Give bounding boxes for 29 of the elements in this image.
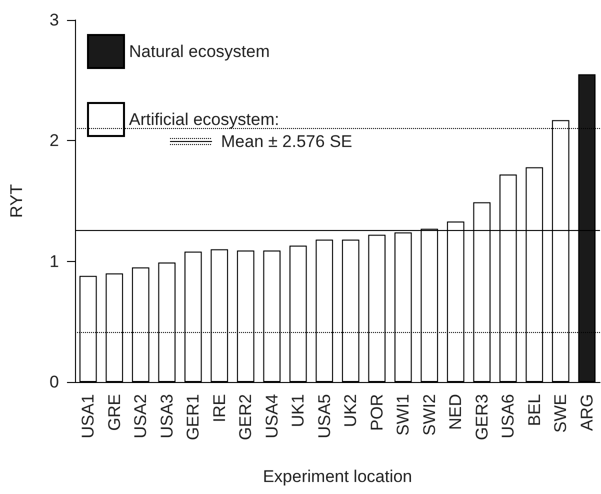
x-tick-label: GRE xyxy=(104,394,124,431)
y-axis-title: RYT xyxy=(7,184,26,218)
annotation: Mean ± 2.576 SE xyxy=(221,132,352,151)
legend-label: Natural ecosystem xyxy=(129,42,270,61)
x-tick-label: UK1 xyxy=(288,394,308,428)
x-tick-label: ARG xyxy=(577,394,596,431)
x-tick-label: SWE xyxy=(551,394,570,433)
x-axis-title: Experiment location xyxy=(262,467,412,486)
y-tick-label: 1 xyxy=(50,252,59,271)
x-tick-label: GER1 xyxy=(184,394,203,440)
y-tick-label: 3 xyxy=(50,10,59,30)
y-tick-label: 2 xyxy=(50,131,59,150)
y-tick-label: 0 xyxy=(50,372,59,392)
x-tick-label: GER3 xyxy=(472,394,492,440)
x-tick-label: USA2 xyxy=(131,394,150,438)
x-tick-label: USA3 xyxy=(157,394,176,438)
x-tick-label: GER2 xyxy=(236,394,256,440)
x-tick-label: USA4 xyxy=(262,394,282,438)
x-tick-label: USA5 xyxy=(314,394,334,438)
x-tick-label: SWI2 xyxy=(420,394,439,436)
legend-label: Artificial ecosystem: xyxy=(129,110,280,129)
x-tick-label: USA6 xyxy=(498,394,518,438)
x-tick-label: BEL xyxy=(524,394,544,426)
x-tick-label: NED xyxy=(446,394,466,430)
x-tick-label: SWI1 xyxy=(394,394,413,436)
x-tick-label: POR xyxy=(367,394,386,431)
x-tick-label: UK2 xyxy=(341,394,360,428)
x-tick-label: IRE xyxy=(210,394,229,422)
x-tick-label: USA1 xyxy=(78,394,98,438)
